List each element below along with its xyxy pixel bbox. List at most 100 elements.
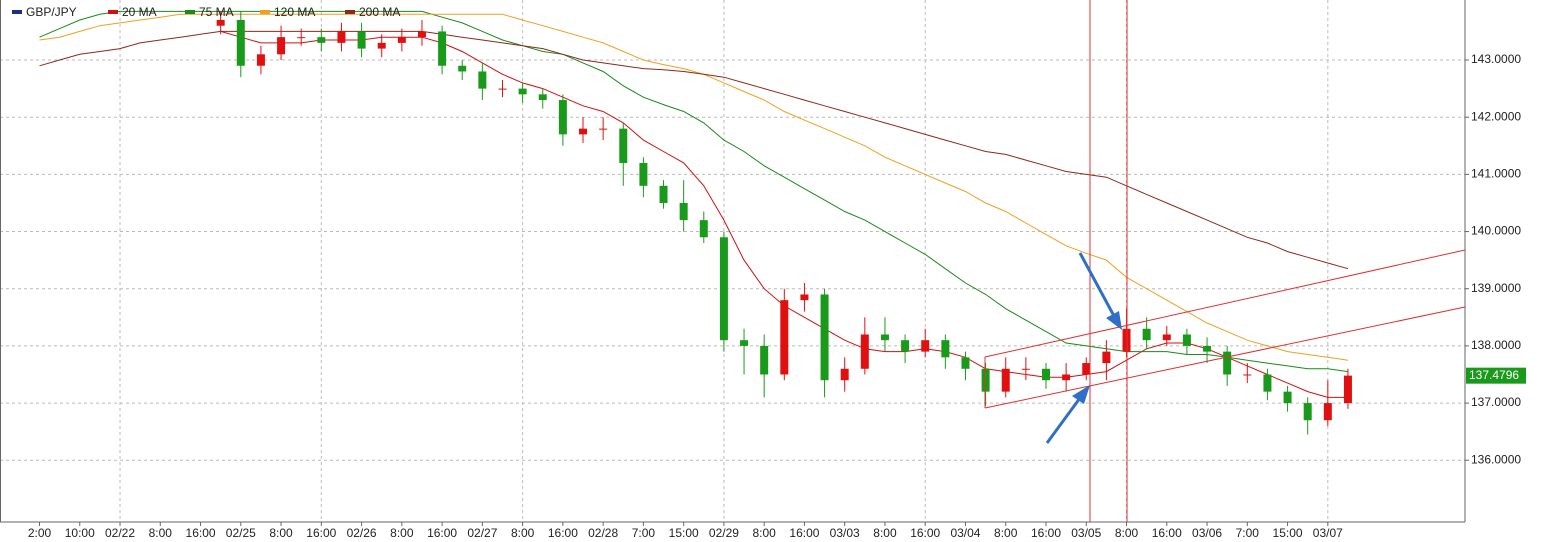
legend: GBP/JPY 20 MA 75 MA 120 MA 200 MA <box>12 5 400 19</box>
x-tick-label: 16:00 <box>548 526 578 540</box>
y-tick-label: 136.0000 <box>1471 452 1521 466</box>
candle-body <box>880 334 889 341</box>
candle-body <box>961 357 970 369</box>
x-tick-label: 7:00 <box>1236 526 1260 540</box>
x-tick-label: 8:00 <box>1115 526 1139 540</box>
candle-body <box>659 185 668 203</box>
candle-body <box>498 88 507 90</box>
arrow <box>1078 252 1116 317</box>
candle-body <box>760 345 769 375</box>
x-tick-label: 8:00 <box>873 526 897 540</box>
candle-body <box>1283 391 1292 404</box>
candle-body <box>256 54 265 66</box>
candle-body <box>538 94 547 101</box>
candle-body <box>780 300 789 375</box>
candle-body <box>1102 351 1111 364</box>
candle-body <box>820 294 829 381</box>
candle-body <box>1203 345 1212 352</box>
candle-body <box>1243 374 1252 376</box>
x-tick-label: 16:00 <box>1031 526 1061 540</box>
x-tick-label: 02/22 <box>105 526 135 540</box>
x-tick-label: 8:00 <box>390 526 414 540</box>
candle-body <box>719 237 728 341</box>
legend-swatch <box>108 10 118 14</box>
candle-body <box>699 220 708 238</box>
x-tick-label: 03/07 <box>1313 526 1343 540</box>
candle-body <box>840 368 849 381</box>
x-tick-label: 8:00 <box>753 526 777 540</box>
candle-body <box>1001 368 1010 392</box>
candle-body <box>216 20 225 26</box>
x-tick-label: 02/27 <box>467 526 497 540</box>
x-tick-label: 15:00 <box>669 526 699 540</box>
x-tick-label: 16:00 <box>910 526 940 540</box>
x-tick-label: 02/28 <box>588 526 618 540</box>
x-tick-label: 16:00 <box>1152 526 1182 540</box>
x-tick-label: 16:00 <box>427 526 457 540</box>
x-tick-label: 8:00 <box>994 526 1018 540</box>
last-price-label: 137.4796 <box>1469 368 1519 382</box>
x-tick-label: 8:00 <box>269 526 293 540</box>
x-tick-label: 03/06 <box>1192 526 1222 540</box>
candle-body <box>518 88 527 95</box>
x-tick-label: 02/26 <box>347 526 377 540</box>
candle-body <box>1182 334 1191 346</box>
last-price-box <box>1466 367 1526 384</box>
candle-body <box>277 37 286 55</box>
legend-label: GBP/JPY <box>26 5 77 19</box>
y-tick-label: 137.0000 <box>1471 395 1521 409</box>
candle-body <box>317 37 326 43</box>
legend-swatch <box>345 10 355 14</box>
ma-line <box>39 30 1349 270</box>
y-tick-label: 138.0000 <box>1471 338 1521 352</box>
candle-body <box>800 294 809 301</box>
candle-body <box>417 31 426 38</box>
arrow-head <box>1106 311 1122 330</box>
candle-body <box>1082 363 1091 375</box>
candle-body <box>1343 375 1352 404</box>
y-tick-label: 140.0000 <box>1471 224 1521 238</box>
candle-body <box>357 31 366 49</box>
legend-label: 20 MA <box>122 5 157 19</box>
legend-swatch <box>185 10 195 14</box>
candle-body <box>1062 374 1071 381</box>
candle-body <box>337 31 346 43</box>
candle-body <box>981 368 990 392</box>
x-tick-label: 7:00 <box>632 526 656 540</box>
candle-body <box>579 128 588 135</box>
x-tick-label: 02/29 <box>709 526 739 540</box>
candle-body <box>1162 334 1171 341</box>
candle-body <box>1263 374 1272 392</box>
candle-body <box>639 162 648 186</box>
y-tick-label: 141.0000 <box>1471 167 1521 181</box>
candle-body <box>740 340 749 346</box>
marks <box>39 10 1352 435</box>
candle-body <box>860 334 869 369</box>
candle-body <box>1042 368 1050 381</box>
x-tick-label: 03/04 <box>950 526 980 540</box>
candle-body <box>377 42 386 49</box>
candle-body <box>1223 351 1232 375</box>
candle-body <box>478 71 487 89</box>
legend-label: 120 MA <box>274 5 315 19</box>
candle-body <box>1323 403 1332 421</box>
legend-swatch <box>260 10 270 14</box>
x-tick-label: 03/03 <box>830 526 860 540</box>
x-tick-label: 16:00 <box>186 526 216 540</box>
x-tick-label: 10:00 <box>65 526 95 540</box>
candle-body <box>679 202 688 221</box>
y-tick-label: 139.0000 <box>1471 281 1521 295</box>
x-tick-label: 16:00 <box>306 526 336 540</box>
candle-body <box>558 100 567 135</box>
candle-body <box>599 128 608 130</box>
candle-body <box>1303 403 1312 421</box>
candle-body <box>619 128 628 163</box>
x-tick-label: 16:00 <box>789 526 819 540</box>
y-tick-label: 143.0000 <box>1471 52 1521 66</box>
x-tick-label: 8:00 <box>149 526 173 540</box>
arrow-head <box>1072 385 1090 404</box>
x-tick-label: 2:00 <box>28 526 52 540</box>
candle-body <box>1021 368 1030 370</box>
candle-body <box>921 340 930 352</box>
